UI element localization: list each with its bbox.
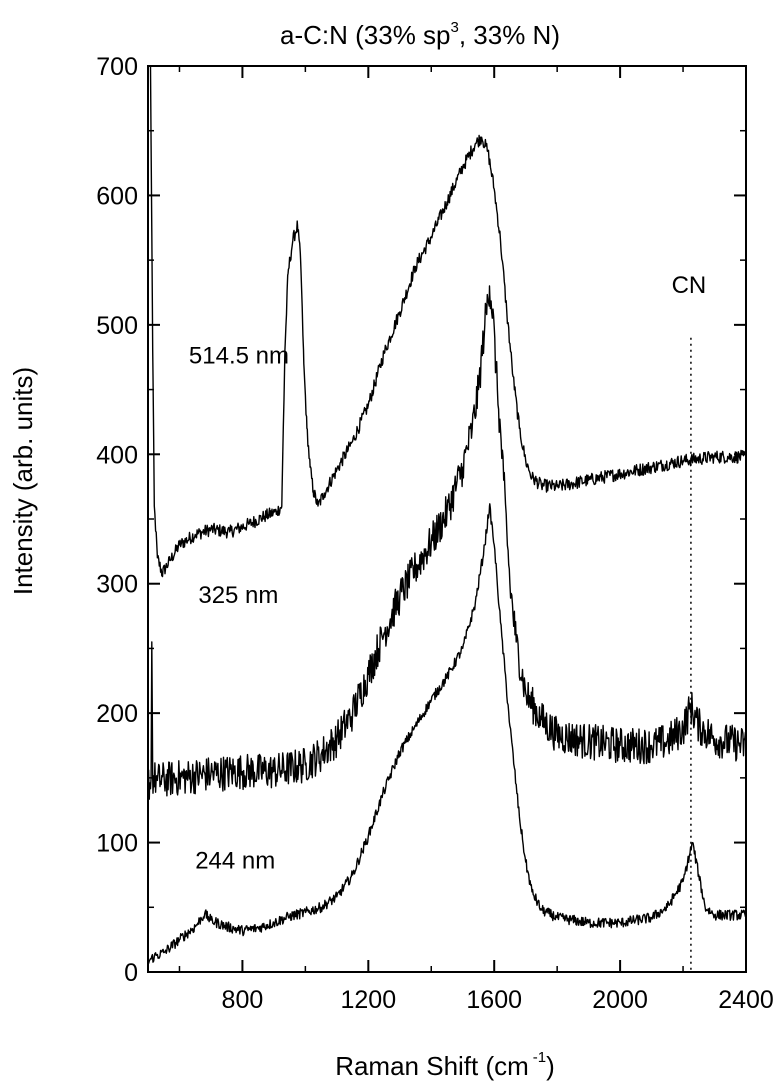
x-tick-label: 1200 [341,986,397,1014]
y-tick-label: 300 [96,571,138,599]
x-tick-label: 2000 [592,986,648,1014]
series-label: 244 nm [195,847,275,874]
series-line [147,503,747,965]
series-label: 514.5 nm [189,343,289,370]
y-axis-title: Intensity (arb. units) [8,367,38,595]
annotations: CN [672,272,707,972]
x-tick-label: 800 [222,986,264,1014]
y-tick-label: 600 [96,182,138,210]
y-tick-label: 500 [96,312,138,340]
y-tick-label: 0 [124,959,138,987]
x-tick-label: 1600 [466,986,522,1014]
y-tick-label: 700 [96,53,138,81]
series-line [147,285,747,800]
cn-annotation-label: CN [672,272,707,299]
series-group: 514.5 nm 325 nm 244 nm [147,65,747,965]
x-axis-title: Raman Shift (cm -1) [335,1049,555,1081]
chart-title: a-C:N (33% sp3, 33% N) [280,19,560,50]
x-tick-label: 2400 [718,986,774,1014]
series-label: 325 nm [198,582,278,609]
y-tick-label: 400 [96,441,138,469]
series-line [149,65,747,578]
y-tick-label: 100 [96,830,138,858]
axis-ticks: 0 100 200 300 400 500 600 700 800 1200 1600 2000 240… [96,53,774,1014]
y-tick-label: 200 [96,700,138,728]
